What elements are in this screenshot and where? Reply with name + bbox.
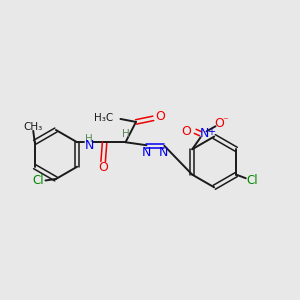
Text: H: H bbox=[85, 134, 93, 144]
Text: N: N bbox=[84, 139, 94, 152]
Text: Cl: Cl bbox=[33, 174, 44, 187]
Text: O: O bbox=[214, 117, 224, 130]
Text: Cl: Cl bbox=[247, 173, 258, 187]
Text: H: H bbox=[122, 130, 130, 140]
Text: O: O bbox=[98, 161, 108, 174]
Text: N: N bbox=[159, 146, 168, 159]
Text: H₃C: H₃C bbox=[94, 113, 114, 123]
Text: ⁻: ⁻ bbox=[223, 116, 229, 126]
Text: N: N bbox=[200, 127, 209, 140]
Text: O: O bbox=[181, 125, 191, 138]
Text: +: + bbox=[207, 127, 215, 137]
Text: CH₃: CH₃ bbox=[24, 122, 43, 132]
Text: O: O bbox=[155, 110, 165, 123]
Text: N: N bbox=[142, 146, 151, 159]
